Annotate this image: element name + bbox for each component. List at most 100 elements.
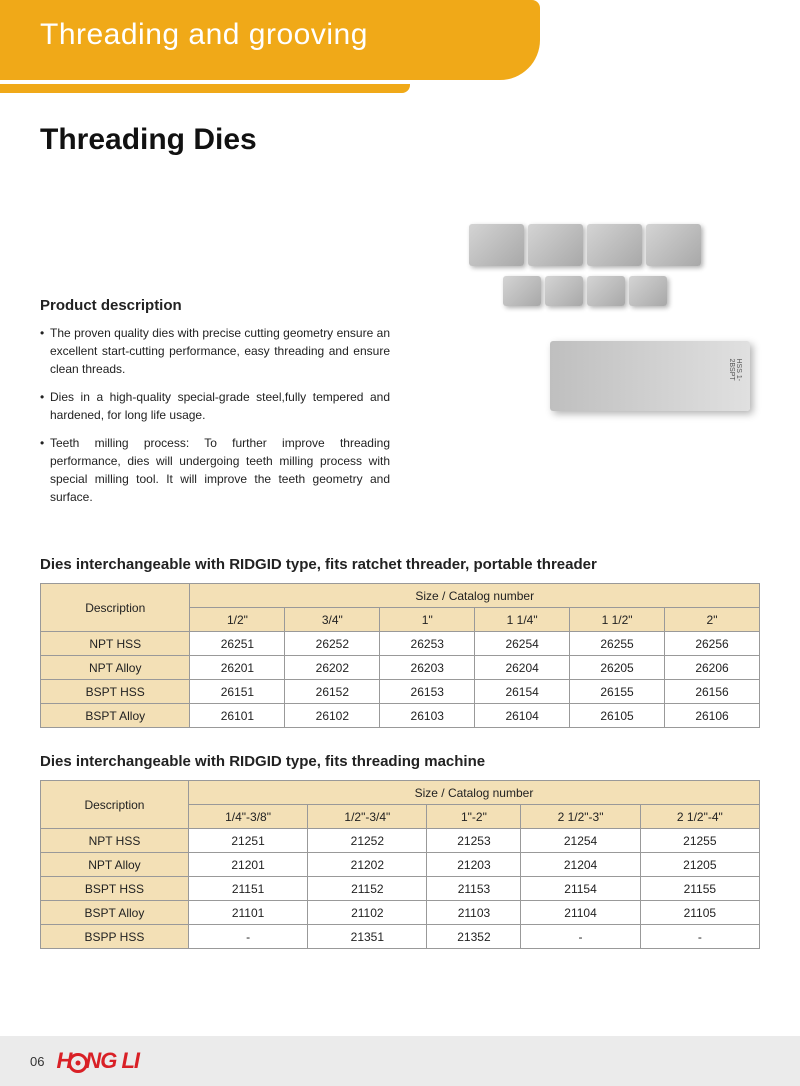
table-row-label: BSPT Alloy	[41, 901, 189, 925]
accent-strip	[0, 84, 410, 93]
table-size-col: 2 1/2"-3"	[521, 805, 640, 829]
table-size-col: 1 1/2"	[570, 608, 665, 632]
table1-title: Dies interchangeable with RIDGID type, f…	[40, 556, 760, 573]
table-cell: 26203	[380, 656, 475, 680]
table-row-label: BSPT HSS	[41, 680, 190, 704]
table-cell: 21151	[188, 877, 307, 901]
table-ratchet-threader: DescriptionSize / Catalog number1/2"3/4"…	[40, 583, 760, 728]
table-row-label: BSPT Alloy	[41, 704, 190, 728]
table-threading-machine: DescriptionSize / Catalog number1/4"-3/8…	[40, 780, 760, 949]
table2-title: Dies interchangeable with RIDGID type, f…	[40, 753, 760, 770]
die-stack-image	[550, 341, 750, 411]
table-cell: 26205	[570, 656, 665, 680]
table-cell: 21205	[640, 853, 759, 877]
table-size-head: Size / Catalog number	[188, 781, 759, 805]
table-cell: 26151	[190, 680, 285, 704]
die-image	[503, 276, 541, 306]
table-desc-head: Description	[41, 584, 190, 632]
page-title: Threading Dies	[40, 123, 760, 157]
table-cell: 26153	[380, 680, 475, 704]
die-image	[528, 224, 583, 266]
table-cell: 26206	[665, 656, 760, 680]
table-cell: 26106	[665, 704, 760, 728]
table-cell: 21203	[427, 853, 521, 877]
table-cell: -	[521, 925, 640, 949]
table-cell: 26103	[380, 704, 475, 728]
table-cell: 21155	[640, 877, 759, 901]
table-cell: 21201	[188, 853, 307, 877]
table-cell: 21254	[521, 829, 640, 853]
table-cell: 26253	[380, 632, 475, 656]
table-cell: 21153	[427, 877, 521, 901]
page-number: 06	[30, 1054, 44, 1069]
table-size-col: 1/2"-3/4"	[308, 805, 427, 829]
table-size-col: 2 1/2"-4"	[640, 805, 759, 829]
table-desc-head: Description	[41, 781, 189, 829]
table-cell: 21255	[640, 829, 759, 853]
product-description-heading: Product description	[40, 297, 390, 314]
table-cell: 21104	[521, 901, 640, 925]
table-size-head: Size / Catalog number	[190, 584, 760, 608]
table-row-label: NPT HSS	[41, 829, 189, 853]
table-cell: -	[188, 925, 307, 949]
die-image	[587, 224, 642, 266]
table-cell: 26204	[475, 656, 570, 680]
table-cell: 21352	[427, 925, 521, 949]
die-image	[469, 224, 524, 266]
brand-logo: H NG LI	[56, 1048, 139, 1074]
table-row-label: NPT Alloy	[41, 853, 189, 877]
die-image	[587, 276, 625, 306]
table-cell: 26104	[475, 704, 570, 728]
desc-bullet: Dies in a high-quality special-grade ste…	[40, 388, 390, 424]
table-cell: 26254	[475, 632, 570, 656]
table-size-col: 1/2"	[190, 608, 285, 632]
table-cell: 26102	[285, 704, 380, 728]
desc-bullet: Teeth milling process: To further improv…	[40, 434, 390, 506]
table-row-label: NPT HSS	[41, 632, 190, 656]
die-image	[629, 276, 667, 306]
table-cell: 26155	[570, 680, 665, 704]
table-cell: 26251	[190, 632, 285, 656]
table-cell: 21253	[427, 829, 521, 853]
table-cell: 26105	[570, 704, 665, 728]
table-cell: 21204	[521, 853, 640, 877]
table-cell: 26202	[285, 656, 380, 680]
table-cell: 26154	[475, 680, 570, 704]
table-cell: 21251	[188, 829, 307, 853]
table-cell: 26152	[285, 680, 380, 704]
table-cell: 26255	[570, 632, 665, 656]
table-cell: 26156	[665, 680, 760, 704]
table-size-col: 1"-2"	[427, 805, 521, 829]
table-row-label: BSPP HSS	[41, 925, 189, 949]
table-cell: 21102	[308, 901, 427, 925]
table-cell: 26201	[190, 656, 285, 680]
table-size-col: 2"	[665, 608, 760, 632]
table-cell: 21351	[308, 925, 427, 949]
table-size-col: 1 1/4"	[475, 608, 570, 632]
die-image	[646, 224, 701, 266]
table-size-col: 1/4"-3/8"	[188, 805, 307, 829]
table-cell: 26101	[190, 704, 285, 728]
category-banner: Threading and grooving	[0, 0, 540, 80]
table-size-col: 1"	[380, 608, 475, 632]
table-cell: -	[640, 925, 759, 949]
table-cell: 21252	[308, 829, 427, 853]
table-cell: 21152	[308, 877, 427, 901]
table-cell: 26252	[285, 632, 380, 656]
logo-text-ngli: NG LI	[85, 1048, 139, 1074]
category-title: Threading and grooving	[40, 18, 540, 52]
table-row-label: BSPT HSS	[41, 877, 189, 901]
table-cell: 21105	[640, 901, 759, 925]
table-size-col: 3/4"	[285, 608, 380, 632]
table-cell: 21202	[308, 853, 427, 877]
table-cell: 21101	[188, 901, 307, 925]
table-row-label: NPT Alloy	[41, 656, 190, 680]
page-footer: 06 H NG LI	[0, 1036, 800, 1086]
table-cell: 26256	[665, 632, 760, 656]
table-cell: 21154	[521, 877, 640, 901]
product-description-list: The proven quality dies with precise cut…	[40, 324, 390, 506]
desc-bullet: The proven quality dies with precise cut…	[40, 324, 390, 378]
table-cell: 21103	[427, 901, 521, 925]
die-image	[545, 276, 583, 306]
product-image-area	[410, 177, 760, 516]
